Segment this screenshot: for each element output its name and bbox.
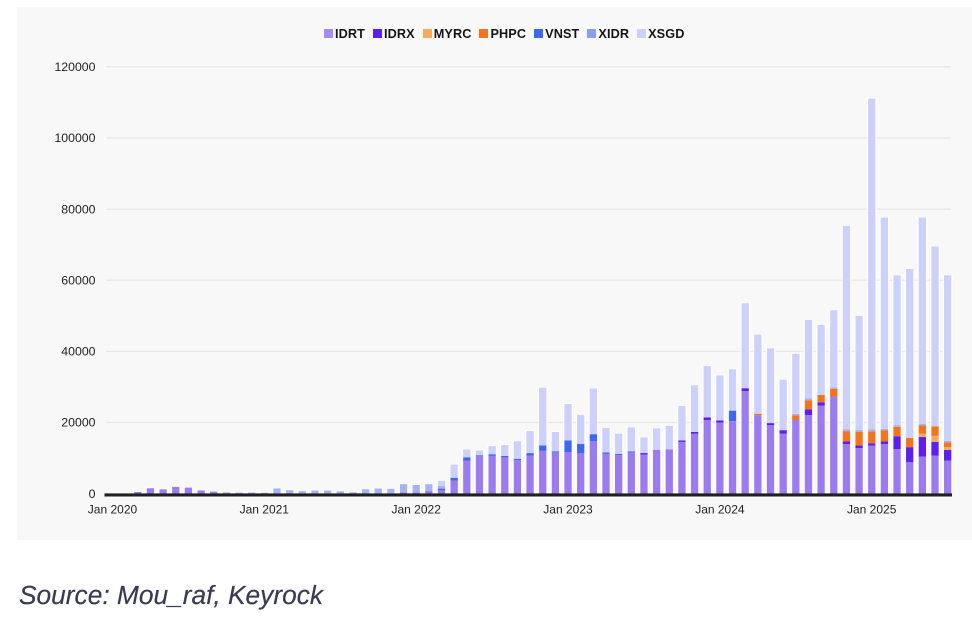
svg-text:120000: 120000 <box>54 60 95 74</box>
svg-text:60000: 60000 <box>61 273 95 287</box>
svg-text:Jan 2025: Jan 2025 <box>847 503 897 517</box>
svg-text:Jan 2023: Jan 2023 <box>543 503 593 517</box>
svg-text:Jan 2020: Jan 2020 <box>88 503 138 517</box>
svg-text:80000: 80000 <box>61 202 95 216</box>
svg-text:20000: 20000 <box>61 416 95 430</box>
svg-text:Jan 2021: Jan 2021 <box>240 503 290 517</box>
svg-text:100000: 100000 <box>54 131 95 145</box>
svg-text:0: 0 <box>89 487 96 501</box>
svg-text:Jan 2024: Jan 2024 <box>695 503 745 517</box>
svg-text:Jan 2022: Jan 2022 <box>392 503 442 517</box>
svg-text:40000: 40000 <box>61 345 95 359</box>
